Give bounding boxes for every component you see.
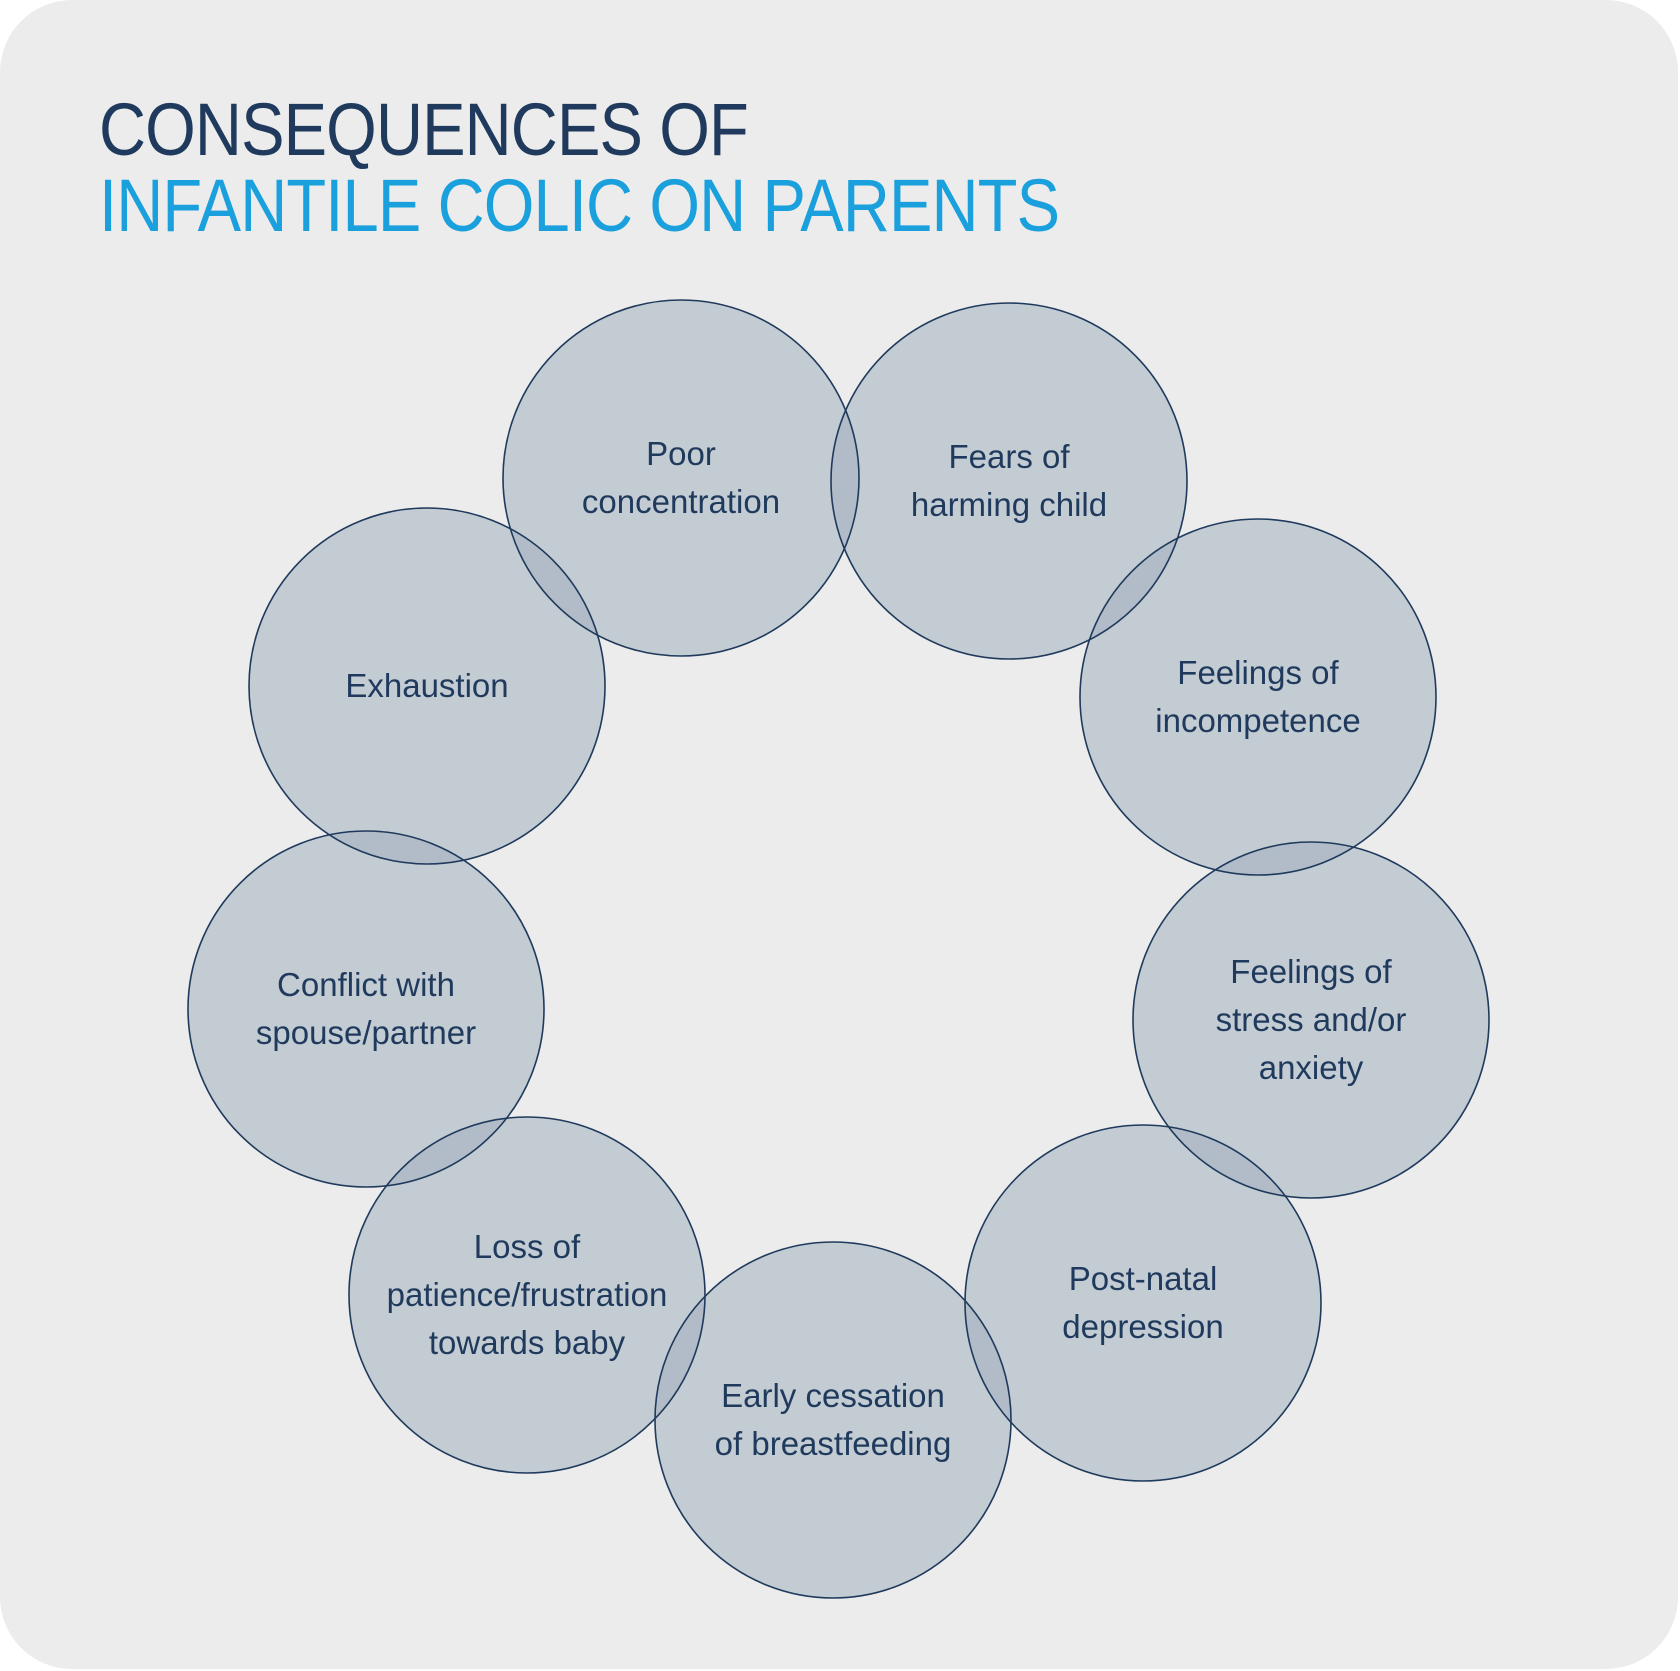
circle-label-line: patience/frustration — [387, 1276, 668, 1313]
title-line-2: INFANTILE COLIC ON PARENTS — [99, 164, 1060, 247]
circle-label-line: Post-natal — [1069, 1260, 1218, 1297]
circle-label-line: incompetence — [1155, 702, 1360, 739]
circle-label-line: harming child — [911, 486, 1107, 523]
circle-poor-concentration — [503, 300, 859, 656]
title-line-1: CONSEQUENCES OF — [99, 88, 749, 171]
circle-early-cessation — [655, 1242, 1011, 1598]
circle-layer — [188, 300, 1489, 1598]
circle-label-line: spouse/partner — [256, 1014, 476, 1051]
circle-feelings-of-stress — [1133, 842, 1489, 1198]
circle-label-line: of breastfeeding — [715, 1425, 952, 1462]
circle-label-line: Feelings of — [1177, 654, 1339, 691]
circle-label-feelings-of-stress: Feelings of stress and/or anxiety — [1216, 953, 1407, 1086]
circle-label-line: anxiety — [1259, 1049, 1364, 1086]
circle-outline-loss-of-patience — [348, 1116, 706, 1474]
circle-outline-early-cessation — [654, 1241, 1012, 1599]
circle-label-line: Feelings of — [1230, 953, 1392, 990]
circle-label-feelings-of-incompetence: Feelings of incompetence — [1155, 654, 1360, 739]
circle-label-line: Fears of — [948, 438, 1070, 475]
circle-post-natal-depression — [965, 1125, 1321, 1481]
circle-outline-poor-concentration — [502, 299, 860, 657]
circle-fears-of-harming-child — [831, 303, 1187, 659]
circle-outline-feelings-of-incompetence — [1079, 518, 1437, 876]
circle-conflict-with-spouse — [188, 831, 544, 1187]
circle-label-line: stress and/or — [1216, 1001, 1407, 1038]
circle-loss-of-patience — [349, 1117, 705, 1473]
circle-label-line: concentration — [582, 483, 780, 520]
circle-label-poor-concentration: Poor concentration — [582, 435, 780, 520]
circle-exhaustion — [249, 508, 605, 864]
page-title: CONSEQUENCES OF INFANTILE COLIC ON PAREN… — [99, 88, 1060, 247]
circle-label-conflict-with-spouse: Conflict with spouse/partner — [256, 966, 476, 1051]
circle-outline-conflict-with-spouse — [187, 830, 545, 1188]
circle-label-early-cessation: Early cessation of breastfeeding — [715, 1377, 952, 1462]
circle-label-line: Conflict with — [277, 966, 455, 1003]
circle-feelings-of-incompetence — [1080, 519, 1436, 875]
circle-outline-layer — [187, 299, 1490, 1599]
circle-label-exhaustion: Exhaustion — [345, 667, 508, 704]
circle-label-line: Poor — [646, 435, 716, 472]
circle-outline-exhaustion — [248, 507, 606, 865]
circle-label-line: Loss of — [474, 1228, 581, 1265]
circle-outline-fears-of-harming-child — [830, 302, 1188, 660]
circle-label-post-natal-depression: Post-natal depression — [1062, 1260, 1223, 1345]
circle-label-line: Exhaustion — [345, 667, 508, 704]
circle-outline-feelings-of-stress — [1132, 841, 1490, 1199]
circle-outline-post-natal-depression — [964, 1124, 1322, 1482]
circle-label-line: towards baby — [429, 1324, 626, 1361]
circle-label-loss-of-patience: Loss of patience/frustration towards baby — [387, 1228, 668, 1361]
circle-label-line: Early cessation — [721, 1377, 945, 1414]
circle-label-fears-of-harming-child: Fears of harming child — [911, 438, 1107, 523]
circle-label-line: depression — [1062, 1308, 1223, 1345]
